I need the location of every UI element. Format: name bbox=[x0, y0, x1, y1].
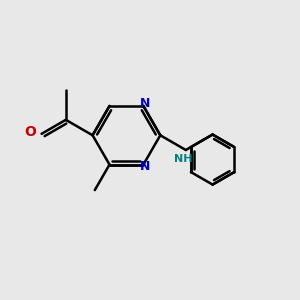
Text: N: N bbox=[140, 160, 150, 173]
Text: O: O bbox=[24, 125, 36, 139]
Text: NH: NH bbox=[174, 154, 192, 164]
Text: N: N bbox=[140, 97, 150, 110]
